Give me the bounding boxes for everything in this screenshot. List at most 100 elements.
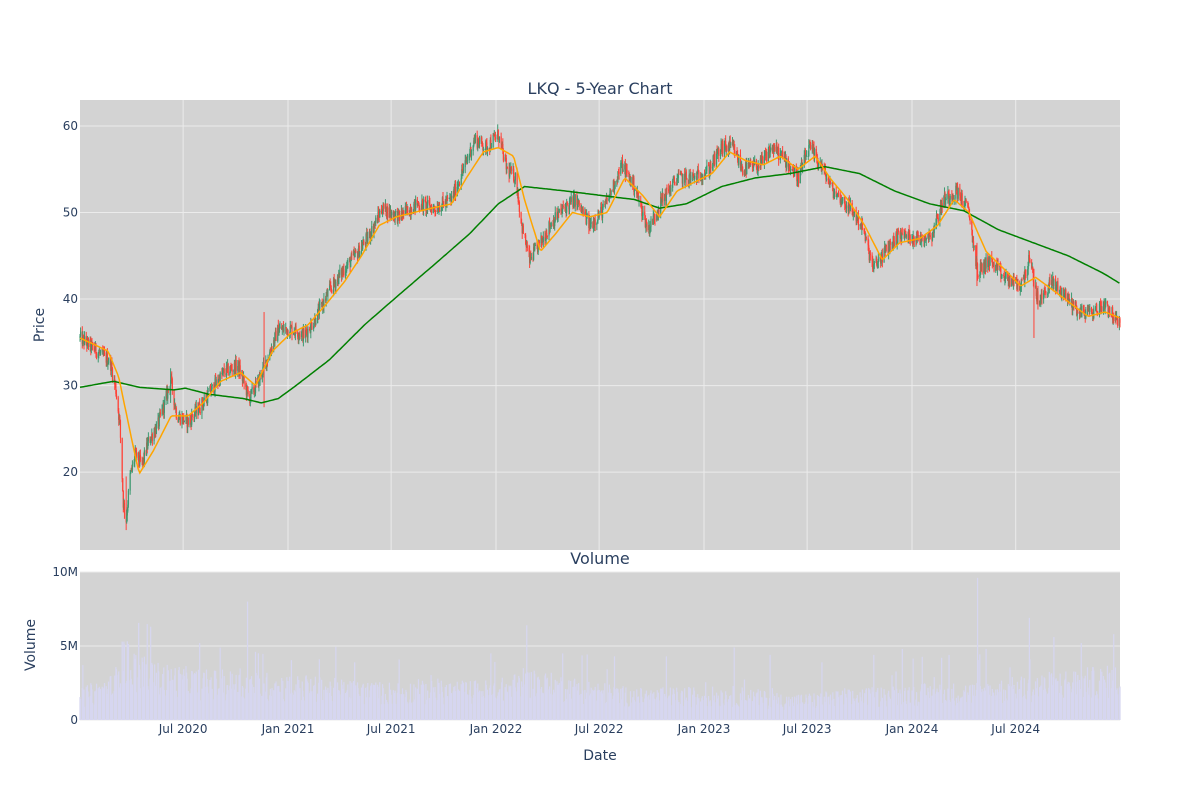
- candle-body: [997, 263, 999, 267]
- volume-bar: [670, 705, 672, 720]
- candle-body: [739, 155, 742, 168]
- volume-bar: [849, 691, 852, 720]
- candle-body: [536, 244, 538, 246]
- candle-body: [554, 221, 556, 226]
- candle-body: [678, 174, 680, 175]
- candle-body: [1055, 279, 1057, 290]
- candle-body: [578, 200, 580, 206]
- candle-body: [614, 181, 616, 189]
- volume-bar: [778, 697, 780, 720]
- candle-body: [440, 210, 442, 212]
- candle-body: [733, 144, 735, 151]
- volume-bar: [925, 695, 927, 720]
- price-plot-area[interactable]: [80, 100, 1120, 550]
- candle-body: [1096, 311, 1098, 314]
- volume-bar: [1041, 675, 1043, 720]
- candle-body: [885, 244, 887, 252]
- candle-body: [937, 217, 939, 222]
- volume-bar: [379, 682, 381, 720]
- candle-body: [649, 226, 652, 228]
- candle-body: [774, 146, 776, 152]
- candle-body: [948, 193, 950, 203]
- volume-bar: [790, 699, 792, 720]
- candle-body: [608, 198, 610, 201]
- candle-body: [602, 204, 604, 208]
- candle-body: [465, 158, 467, 162]
- volume-bar: [291, 692, 293, 720]
- volume-bar: [271, 688, 273, 720]
- volume-bar: [706, 706, 708, 720]
- candle-body: [799, 170, 801, 184]
- candle-body: [1107, 305, 1109, 314]
- candle-body: [153, 431, 155, 442]
- candle-body: [490, 139, 492, 148]
- candle-body: [646, 223, 648, 230]
- volume-bar: [143, 656, 145, 720]
- candle-body: [130, 467, 132, 472]
- candle-body: [191, 413, 193, 418]
- candle-body: [111, 362, 113, 369]
- candle-body: [177, 419, 180, 423]
- candle-body: [1021, 279, 1023, 280]
- volume-bar: [734, 705, 736, 720]
- candle-body: [1102, 306, 1105, 312]
- volume-bar: [642, 702, 644, 720]
- candle-body: [620, 163, 622, 164]
- volume-bar: [486, 689, 489, 720]
- candle-body: [805, 156, 807, 161]
- candle-body: [939, 213, 941, 222]
- candle-body: [746, 163, 748, 175]
- candle-body: [1053, 279, 1055, 286]
- volume-bar: [1000, 680, 1003, 720]
- candle-body: [97, 353, 99, 358]
- candle-body: [703, 175, 706, 177]
- candle-body: [1065, 289, 1067, 301]
- candle-body: [262, 362, 265, 367]
- volume-bar: [339, 694, 341, 720]
- candle-body: [642, 211, 644, 216]
- candle-body: [871, 254, 873, 262]
- volume-bar: [462, 682, 465, 720]
- candle-body: [808, 145, 810, 156]
- candle-body: [827, 178, 829, 181]
- candle-body: [743, 170, 746, 175]
- candle-body: [274, 333, 276, 344]
- volume-bar: [877, 706, 879, 720]
- candle-body: [458, 184, 461, 185]
- volume-bar: [223, 676, 225, 720]
- candle-body: [868, 245, 870, 251]
- candle-body: [99, 351, 102, 353]
- candle-body: [566, 202, 568, 214]
- candle-body: [865, 236, 868, 239]
- volume-bar: [678, 702, 680, 720]
- volume-chart-title: Volume: [570, 549, 630, 568]
- volume-bar: [82, 665, 84, 720]
- candle-body: [1068, 297, 1070, 303]
- candle-body: [375, 217, 377, 224]
- candle-body: [658, 209, 660, 213]
- candle-body: [1058, 290, 1061, 292]
- candle-body: [897, 229, 899, 243]
- candle-body: [562, 205, 564, 208]
- volume-bar: [566, 689, 568, 720]
- candle-body: [1091, 311, 1093, 316]
- volume-bar: [969, 685, 971, 720]
- candle-body: [278, 328, 281, 332]
- volume-bar: [395, 703, 397, 720]
- candle-body: [317, 309, 319, 324]
- volume-bar: [568, 680, 570, 720]
- candle-body: [901, 233, 903, 235]
- candle-body: [736, 151, 738, 154]
- candle-body: [1025, 274, 1027, 276]
- candle-body: [513, 168, 515, 181]
- candle-body: [199, 412, 201, 414]
- candle-body: [378, 211, 380, 215]
- candle-body: [275, 330, 277, 341]
- candle-body: [821, 164, 823, 172]
- candle-body: [872, 261, 874, 269]
- candle-body: [380, 210, 383, 213]
- volume-bar: [281, 677, 283, 720]
- volume-bar: [710, 706, 712, 720]
- candle-body: [817, 163, 820, 166]
- candle-body: [560, 208, 562, 212]
